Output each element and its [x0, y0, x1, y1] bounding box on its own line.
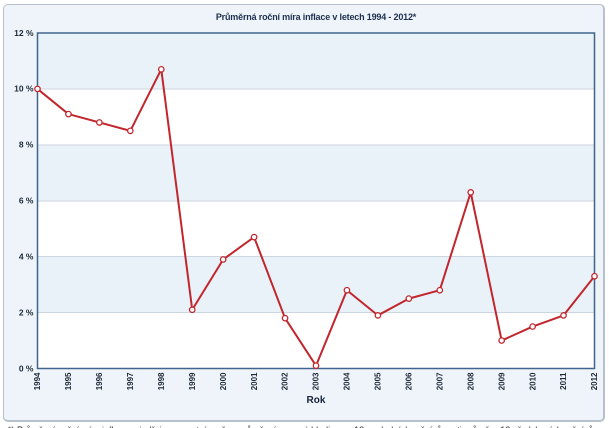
y-tick-label: 10 % — [14, 84, 34, 94]
data-point-2009 — [498, 337, 506, 344]
x-tick-label: 2005 — [374, 372, 383, 390]
data-point-1994 — [34, 85, 41, 93]
x-tick-label: 2011 — [559, 372, 568, 390]
y-tick-label: 4 % — [19, 251, 34, 261]
data-point-1999 — [188, 306, 196, 314]
x-tick-label: 2009 — [497, 372, 506, 390]
data-point-2012 — [591, 272, 598, 280]
plot-band — [37, 33, 595, 89]
y-tick-label: 6 % — [19, 196, 34, 206]
plot-band — [37, 256, 595, 313]
plot-band — [37, 144, 595, 201]
x-tick-label: 2012 — [590, 372, 599, 390]
x-tick-label: 2010 — [528, 372, 537, 390]
x-tick-label: 2008 — [466, 372, 475, 390]
data-point-2008 — [467, 189, 475, 196]
data-point-2002 — [281, 314, 289, 322]
data-point-1996 — [96, 119, 103, 126]
x-tick-label: 1994 — [33, 372, 42, 390]
y-tick-label: 0 % — [19, 363, 34, 373]
y-tick-label: 2 % — [19, 307, 34, 317]
data-point-2004 — [343, 286, 351, 294]
x-tick-label: 2002 — [281, 372, 290, 390]
data-point-2007 — [436, 286, 444, 294]
x-tick-label: 1997 — [126, 372, 135, 390]
x-tick-label: 2001 — [250, 372, 259, 390]
x-tick-label: 2003 — [312, 372, 321, 390]
data-point-2001 — [250, 233, 258, 241]
x-axis-title: Rok — [306, 395, 326, 406]
data-point-2000 — [219, 256, 227, 263]
chart-title: Průměrná roční míra inflace v letech 199… — [215, 12, 417, 22]
data-point-2006 — [405, 295, 413, 302]
data-point-1997 — [126, 127, 134, 135]
x-tick-label: 2004 — [343, 372, 352, 390]
data-point-2005 — [374, 312, 382, 319]
data-point-2003 — [312, 362, 320, 370]
data-point-2011 — [560, 312, 567, 319]
data-point-1995 — [65, 110, 72, 118]
x-tick-label: 1996 — [95, 372, 104, 390]
x-tick-label: 1998 — [157, 372, 166, 390]
x-tick-label: 1995 — [64, 372, 73, 390]
x-tick-label: 2007 — [435, 372, 444, 390]
x-tick-label: 2000 — [219, 372, 228, 390]
data-point-2010 — [529, 323, 536, 330]
data-point-1998 — [157, 65, 165, 73]
y-tick-label: 8 % — [19, 140, 34, 150]
y-tick-label: 12 % — [14, 28, 34, 38]
chart-footnote: *) Průměrná roční míra inflace vyjadřuje… — [8, 425, 608, 428]
x-tick-label: 1999 — [188, 372, 197, 390]
x-tick-label: 2006 — [404, 372, 413, 390]
